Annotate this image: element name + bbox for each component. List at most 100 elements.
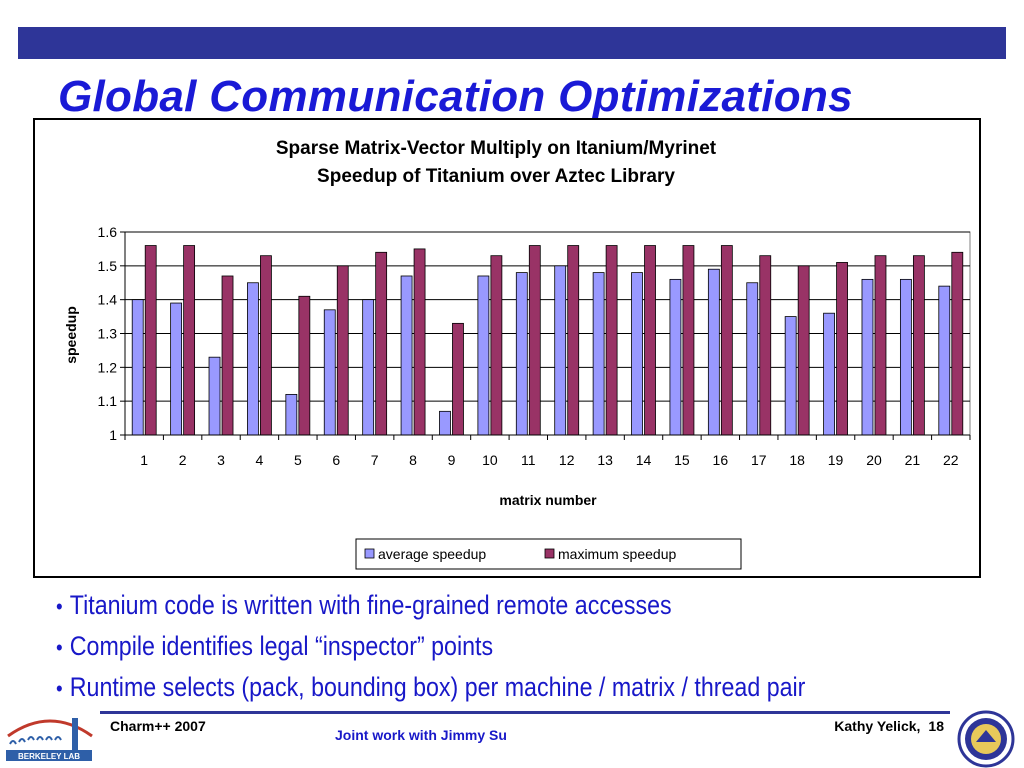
footer-event: Charm++ 2007 [110, 718, 206, 734]
bar-maximum-speedup [336, 265, 349, 436]
legend-swatch-average [364, 548, 375, 559]
x-tick-label: 3 [217, 452, 225, 468]
bar-average-speedup [746, 282, 759, 436]
y-tick-label: 1.3 [98, 326, 118, 342]
bar-maximum-speedup [759, 255, 772, 436]
bar-maximum-speedup [375, 251, 388, 436]
bar-maximum-speedup [874, 255, 887, 436]
bar-average-speedup [938, 285, 951, 436]
bullet-item: • Runtime selects (pack, bounding box) p… [56, 672, 882, 713]
bar-maximum-speedup [221, 275, 234, 436]
bullet-list: • Titanium code is written with fine-gra… [56, 590, 1016, 713]
x-tick-label: 17 [751, 452, 767, 468]
bar-average-speedup [784, 316, 797, 436]
x-tick-label: 4 [256, 452, 264, 468]
bar-average-speedup [554, 265, 567, 436]
bar-average-speedup [439, 410, 451, 436]
bar-maximum-speedup [720, 245, 733, 436]
university-seal-logo [957, 710, 1015, 768]
x-tick-label: 2 [179, 452, 187, 468]
x-tick-label: 6 [332, 452, 340, 468]
bullet-item: • Compile identifies legal “inspector” p… [56, 631, 882, 672]
bar-average-speedup [170, 302, 183, 436]
bar-average-speedup [285, 393, 298, 436]
bullet-item: • Titanium code is written with fine-gra… [56, 590, 882, 631]
bar-maximum-speedup [836, 262, 848, 436]
bar-maximum-speedup [567, 245, 580, 436]
page-number: 18 [928, 718, 944, 734]
x-tick-label: 21 [905, 452, 921, 468]
x-tick-label: 11 [521, 452, 536, 468]
bar-average-speedup [131, 299, 144, 436]
chart-title: Sparse Matrix-Vector Multiply on Itanium… [276, 138, 717, 159]
y-axis-label: speedup [63, 306, 79, 364]
x-tick-label: 22 [943, 452, 959, 468]
x-tick-label: 15 [674, 452, 690, 468]
bar-maximum-speedup [183, 245, 196, 436]
x-tick-label: 16 [713, 452, 729, 468]
x-tick-label: 18 [789, 452, 805, 468]
legend-swatch-maximum [544, 548, 555, 559]
footer-divider [100, 711, 950, 714]
bullet-dot-icon: • [56, 635, 63, 660]
x-tick-label: 8 [409, 452, 417, 468]
x-tick-label: 9 [448, 452, 456, 468]
x-tick-label: 10 [482, 452, 498, 468]
bar-average-speedup [592, 272, 605, 436]
bullet-text: Compile identifies legal “inspector” poi… [69, 631, 494, 661]
bar-maximum-speedup [298, 295, 311, 436]
bar-maximum-speedup [912, 255, 925, 436]
bar-maximum-speedup [452, 322, 464, 436]
y-tick-label: 1.5 [98, 258, 118, 274]
x-tick-label: 5 [294, 452, 302, 468]
bar-average-speedup [362, 299, 375, 436]
bar-average-speedup [247, 282, 259, 436]
y-tick-label: 1.1 [98, 393, 118, 409]
slide-title: Global Communication Optimizations [58, 72, 853, 121]
x-axis-label: matrix number [499, 492, 597, 508]
y-tick-label: 1.6 [98, 224, 118, 240]
bar-maximum-speedup [528, 245, 541, 436]
bullet-text: Titanium code is written with fine-grain… [69, 590, 672, 620]
x-tick-label: 14 [636, 452, 652, 468]
bullet-text: Runtime selects (pack, bounding box) per… [69, 672, 806, 702]
berkeley-lab-logo: BERKELEY LAB [6, 718, 93, 761]
bar-average-speedup [669, 278, 682, 436]
x-tick-label: 20 [866, 452, 882, 468]
bullet-dot-icon: • [56, 676, 63, 701]
x-tick-label: 1 [140, 452, 148, 468]
footer-author-page: Kathy Yelick, 18 [834, 718, 944, 734]
legend-label-average: average speedup [378, 546, 486, 562]
bar-maximum-speedup [413, 248, 426, 436]
bar-chart: Sparse Matrix-Vector Multiply on Itanium… [63, 138, 971, 570]
bar-average-speedup [707, 268, 720, 436]
y-tick-label: 1.2 [98, 359, 118, 375]
bar-average-speedup [323, 309, 336, 436]
footer-author: Kathy Yelick, [834, 718, 921, 734]
x-tick-label: 13 [597, 452, 613, 468]
bar-maximum-speedup [644, 245, 656, 436]
x-tick-label: 12 [559, 452, 575, 468]
bar-maximum-speedup [682, 245, 695, 436]
bar-average-speedup [899, 278, 912, 436]
bar-average-speedup [861, 278, 874, 436]
footer-credit: Joint work with Jimmy Su [335, 727, 507, 743]
bar-maximum-speedup [951, 251, 964, 436]
bar-maximum-speedup [144, 245, 157, 436]
bar-average-speedup [477, 275, 490, 436]
legend-label-maximum: maximum speedup [558, 546, 676, 562]
bar-maximum-speedup [260, 255, 272, 436]
header-band [18, 27, 1006, 59]
bar-average-speedup [400, 275, 413, 436]
y-tick-label: 1 [109, 427, 117, 443]
chart-frame: Sparse Matrix-Vector Multiply on Itanium… [33, 118, 981, 578]
bar-maximum-speedup [605, 245, 618, 436]
bar-average-speedup [208, 356, 221, 436]
lab-logo-text: BERKELEY LAB [18, 752, 80, 761]
chart-subtitle: Speedup of Titanium over Aztec Library [317, 166, 675, 187]
bar-average-speedup [515, 272, 528, 436]
y-tick-label: 1.4 [98, 292, 118, 308]
bar-average-speedup [631, 272, 643, 436]
x-tick-label: 7 [371, 452, 379, 468]
bar-maximum-speedup [490, 255, 503, 436]
